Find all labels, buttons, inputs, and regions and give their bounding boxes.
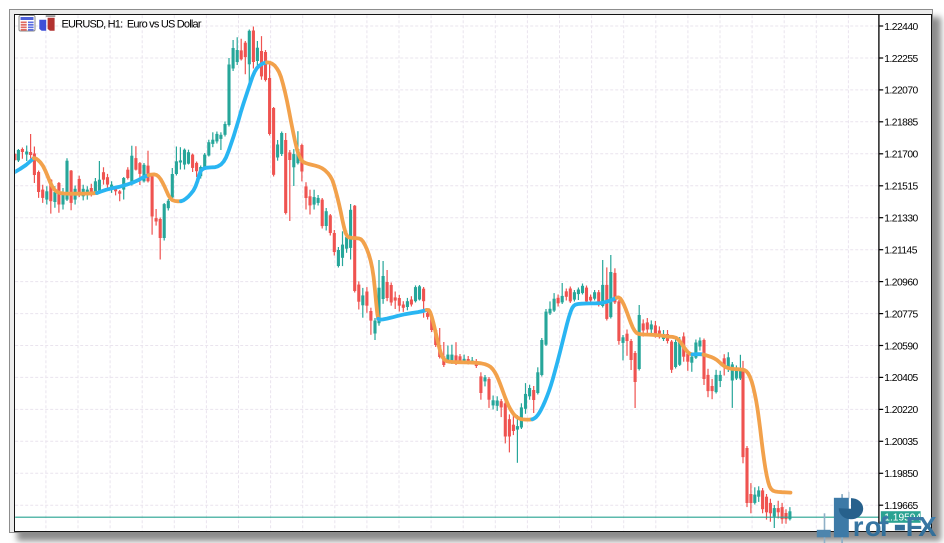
svg-text:1.21145: 1.21145 (884, 246, 917, 257)
svg-text:1.19850: 1.19850 (884, 469, 918, 480)
svg-text:1.19594: 1.19594 (884, 513, 921, 524)
svg-text:1.20960: 1.20960 (884, 277, 918, 288)
svg-text:1.20775: 1.20775 (884, 309, 918, 320)
svg-text:1.21700: 1.21700 (884, 150, 918, 161)
svg-text:EURUSD, H1: Euro vs US Dollar: EURUSD, H1: Euro vs US Dollar (62, 19, 202, 31)
svg-text:1.21885: 1.21885 (884, 118, 918, 129)
svg-text:1.22070: 1.22070 (884, 86, 918, 97)
svg-text:1.20035: 1.20035 (884, 437, 918, 448)
svg-text:1.21515: 1.21515 (884, 182, 918, 193)
svg-text:1.19665: 1.19665 (884, 501, 918, 512)
svg-text:1.20405: 1.20405 (884, 373, 918, 384)
svg-text:1.21330: 1.21330 (884, 214, 918, 225)
svg-text:1.22440: 1.22440 (884, 22, 918, 33)
svg-text:1.20590: 1.20590 (884, 341, 918, 352)
svg-text:1.20220: 1.20220 (884, 405, 918, 416)
svg-text:1.22255: 1.22255 (884, 54, 918, 65)
